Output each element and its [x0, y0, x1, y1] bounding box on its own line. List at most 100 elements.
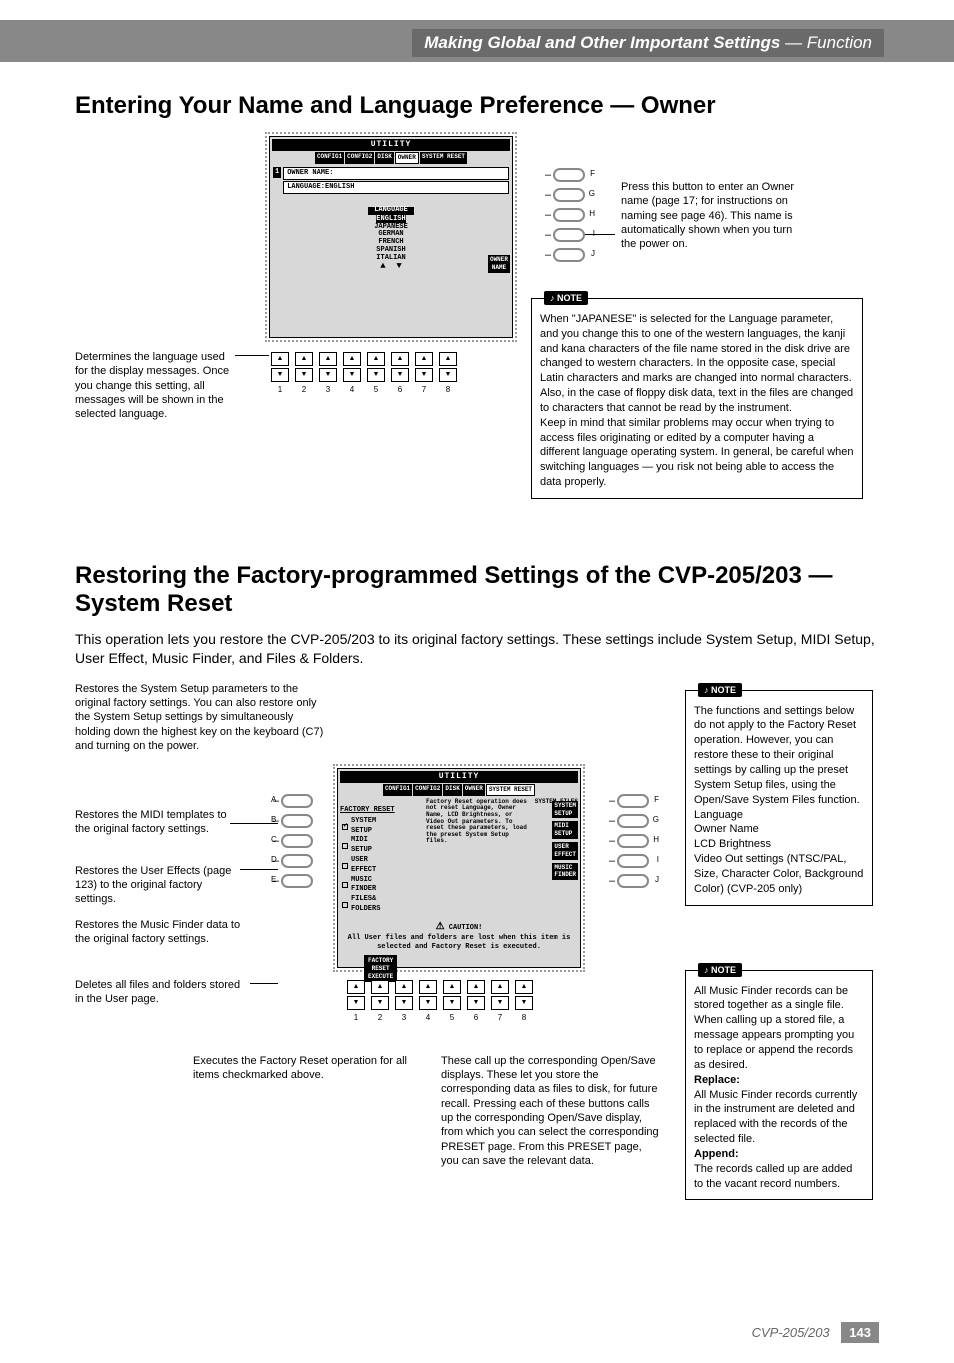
lcd2-title: UTILITY — [340, 771, 578, 783]
btn6-up[interactable]: ▲ — [391, 352, 409, 366]
note1-item2: LCD Brightness — [694, 838, 771, 850]
btn5-dn[interactable]: ▼ — [367, 368, 385, 382]
check-icon — [342, 902, 348, 908]
check-icon — [342, 882, 348, 888]
note2-replace-text: All Music Finder records currently in th… — [694, 1089, 857, 1146]
side-btn-d[interactable]: D — [281, 854, 313, 868]
lcd1-owner-name-btn: OWNER NAME — [488, 255, 510, 273]
lcd1-tab-0: CONFIG1 — [315, 152, 344, 164]
btn4-dn[interactable]: ▼ — [343, 368, 361, 382]
lcd2-tab-2: DISK — [443, 784, 461, 796]
side-btn-b[interactable]: B — [281, 814, 313, 828]
anno-midi: Restores the MIDI templates to the origi… — [75, 808, 230, 837]
note1-intro: The functions and settings below do not … — [694, 705, 860, 806]
note-label: NOTE — [544, 291, 588, 305]
btn1-up[interactable]: ▲ — [271, 352, 289, 366]
lcd2-tab-4: SYSTEM RESET — [486, 784, 535, 796]
btn7-up[interactable]: ▲ — [415, 352, 433, 366]
footer: CVP-205/203 143 — [0, 1312, 954, 1363]
warning-icon: ⚠ — [436, 922, 445, 933]
btn2-dn[interactable]: ▼ — [295, 368, 313, 382]
conn-line — [585, 234, 615, 235]
lcd2-info: Factory Reset operation does not reset L… — [424, 797, 534, 847]
side-btn-f[interactable]: F — [553, 168, 585, 182]
btn8-up[interactable]: ▲ — [439, 352, 457, 366]
btn8-dn[interactable]: ▼ — [439, 368, 457, 382]
check-icon — [342, 843, 348, 849]
lcd-owner: UTILITY CONFIG1 CONFIG2 DISK OWNER SYSTE… — [265, 132, 517, 342]
anno-system-setup: Restores the System Setup parameters to … — [75, 682, 325, 753]
section1-note-text: When "JAPANESE" is selected for the Lang… — [540, 312, 854, 490]
anno-exec: Executes the Factory Reset operation for… — [193, 1054, 413, 1083]
lcd2-tab-0: CONFIG1 — [383, 784, 412, 796]
section2-intro: This operation lets you restore the CVP-… — [75, 630, 879, 668]
btn6-dn[interactable]: ▼ — [391, 368, 409, 382]
note2-append-label: Append: — [694, 1148, 739, 1160]
footer-page: 143 — [841, 1322, 879, 1343]
side-btn-j2[interactable]: J — [617, 874, 649, 888]
lcd1-bottom-buttons: ▲▼1 ▲▼2 ▲▼3 ▲▼4 ▲▼5 ▲▼6 ▲▼7 ▲▼8 — [271, 352, 457, 395]
lcd1-tab-3: OWNER — [395, 152, 419, 164]
lcd2-bottom-buttons: ▲▼1 ▲▼2 ▲▼3 ▲▼4 ▲▼5 ▲▼6 ▲▼7 ▲▼8 — [347, 980, 533, 1023]
breadcrumb-sub: Function — [807, 33, 872, 52]
note-label: NOTE — [698, 683, 742, 697]
note1-item3: Video Out settings (NTSC/PAL, Size, Char… — [694, 853, 863, 895]
side-btn-f2[interactable]: F — [617, 794, 649, 808]
lcd2-right-buttons: F G H I J — [617, 794, 649, 888]
lcd2-tab-3: OWNER — [463, 784, 485, 796]
check-icon — [342, 824, 348, 830]
section2-note2: NOTE All Music Finder records can be sto… — [685, 970, 873, 1201]
lcd1-title: UTILITY — [272, 139, 510, 151]
anno-music-finder: Restores the Music Finder data to the or… — [75, 918, 250, 947]
btn1-dn[interactable]: ▼ — [271, 368, 289, 382]
lcd1-lang-header: LANGUAGE — [368, 207, 414, 215]
btn2-up[interactable]: ▲ — [295, 352, 313, 366]
btn3-up[interactable]: ▲ — [319, 352, 337, 366]
section1-right-annotation: Press this button to enter an Owner name… — [621, 180, 801, 251]
section2-note1: NOTE The functions and settings below do… — [685, 690, 873, 906]
lcd2-exec: FACTORY RESET EXECUTE — [364, 955, 397, 982]
side-btn-j[interactable]: J — [553, 248, 585, 262]
lcd1-tab-2: DISK — [375, 152, 393, 164]
side-btn-i[interactable]: I — [553, 228, 585, 242]
btn7-dn[interactable]: ▼ — [415, 368, 433, 382]
lcd2-tab-1: CONFIG2 — [413, 784, 442, 796]
check-icon — [342, 863, 348, 869]
breadcrumb-main: Making Global and Other Important Settin… — [424, 33, 780, 52]
diagram1: UTILITY CONFIG1 CONFIG2 DISK OWNER SYSTE… — [75, 132, 879, 512]
side-btn-i2[interactable]: I — [617, 854, 649, 868]
note1-item1: Owner Name — [694, 823, 759, 835]
lcd1-row-num: 1 — [273, 167, 281, 178]
btn3-dn[interactable]: ▼ — [319, 368, 337, 382]
note2-append-text: The records called up are added to the v… — [694, 1163, 852, 1190]
side-btn-a[interactable]: A — [281, 794, 313, 808]
lcd1-langlist: LANGUAGE ENGLISH JAPANESE GERMAN FRENCH … — [272, 207, 510, 272]
side-btn-e[interactable]: E — [281, 874, 313, 888]
side-btn-h[interactable]: H — [553, 208, 585, 222]
conn-line — [235, 355, 269, 356]
btn4-up[interactable]: ▲ — [343, 352, 361, 366]
note-label: NOTE — [698, 963, 742, 977]
side-btn-g[interactable]: G — [553, 188, 585, 202]
lcd2-caution: ⚠ CAUTION! All User files and folders ar… — [340, 921, 578, 952]
section2-title: Restoring the Factory-programmed Setting… — [75, 562, 879, 618]
side-btn-h2[interactable]: H — [617, 834, 649, 848]
lcd1-owner-name: OWNER NAME: — [283, 167, 509, 180]
lcd1-language: LANGUAGE:ENGLISH — [283, 181, 509, 194]
breadcrumb: Making Global and Other Important Settin… — [412, 29, 884, 57]
anno-open-save: These call up the corresponding Open/Sav… — [441, 1054, 661, 1168]
section1-note: NOTE When "JAPANESE" is selected for the… — [531, 298, 863, 499]
footer-model: CVP-205/203 — [752, 1325, 830, 1340]
side-btn-c[interactable]: C — [281, 834, 313, 848]
note1-item0: Language — [694, 809, 743, 821]
lcd-reset: UTILITY CONFIG1 CONFIG2 DISK OWNER SYSTE… — [333, 764, 585, 972]
lcd1-tabs: CONFIG1 CONFIG2 DISK OWNER SYSTEM RESET — [272, 152, 510, 164]
section1-title: Entering Your Name and Language Preferen… — [75, 92, 879, 120]
note2-replace-label: Replace: — [694, 1074, 740, 1086]
side-btn-g2[interactable]: G — [617, 814, 649, 828]
anno-files: Deletes all files and folders stored in … — [75, 978, 250, 1007]
lcd1-right-buttons: F G H I J — [553, 168, 585, 262]
btn5-up[interactable]: ▲ — [367, 352, 385, 366]
section1-left-annotation: Determines the language used for the dis… — [75, 350, 235, 421]
note2-text: All Music Finder records can be stored t… — [694, 985, 854, 1071]
